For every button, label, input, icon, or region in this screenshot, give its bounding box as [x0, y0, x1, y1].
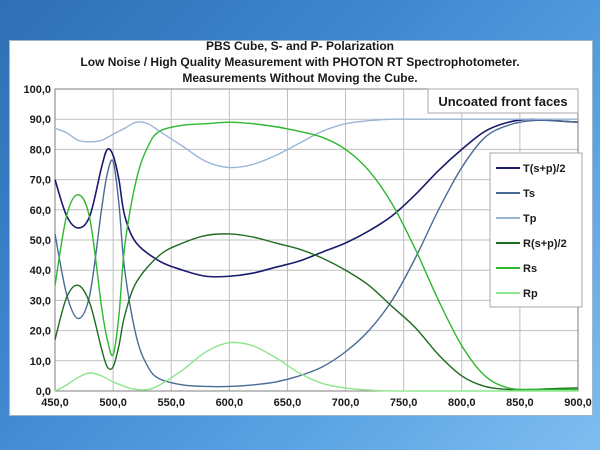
legend-box	[489, 152, 583, 308]
x-tick-label: 850,0	[506, 397, 534, 409]
series-line-tp	[54, 118, 578, 169]
x-tick-label: 650,0	[274, 397, 302, 409]
y-tick-label: 50,0	[30, 235, 51, 247]
chart-title-line-2: Low Noise / High Quality Measurement wit…	[80, 55, 519, 69]
annotation-box	[427, 88, 579, 114]
y-tick-label: 80,0	[30, 144, 51, 156]
legend-label-rp: Rp	[523, 288, 538, 300]
x-tick-label: 500,0	[99, 397, 127, 409]
x-tick-label: 800,0	[448, 397, 476, 409]
legend-label-rs: Rs	[523, 263, 537, 275]
y-tick-label: 0,0	[36, 386, 51, 398]
series-line-rp	[54, 341, 578, 392]
annotation-text: Uncoated front faces	[438, 94, 567, 109]
series-line-ts	[54, 119, 579, 388]
x-tick-label: 700,0	[332, 397, 360, 409]
chart-title-line-3: Measurements Without Moving the Cube.	[182, 71, 417, 85]
legend: T(s+p)/2 Ts Tp R(s+p)/2 Rs Rp	[496, 163, 567, 300]
y-tick-label: 10,0	[30, 356, 51, 368]
chart-title-line-1: PBS Cube, S- and P- Polarization	[206, 39, 394, 53]
x-tick-label: 900,0	[564, 397, 592, 409]
x-tick-label: 750,0	[390, 397, 418, 409]
series-line-t-s-p-2	[54, 118, 579, 278]
y-tick-label: 100,0	[23, 84, 51, 96]
series-line-r-s-p-2	[54, 233, 579, 391]
legend-label-ts: Ts	[523, 188, 535, 200]
x-tick-label: 600,0	[216, 397, 244, 409]
y-tick-label: 30,0	[30, 295, 51, 307]
legend-label-tp: Tp	[523, 213, 537, 225]
y-tick-label: 90,0	[30, 114, 51, 126]
x-tick-label: 550,0	[157, 397, 185, 409]
x-tick-label: 450,0	[41, 397, 69, 409]
series-line-rs	[54, 121, 578, 391]
series-layer	[54, 118, 579, 392]
y-tick-label: 40,0	[30, 265, 51, 277]
legend-label-r-s-p-2: R(s+p)/2	[523, 238, 567, 250]
y-tick-label: 20,0	[30, 326, 51, 338]
y-tick-label: 60,0	[30, 205, 51, 217]
legend-label-t-s-p-2: T(s+p)/2	[523, 163, 565, 175]
tick-layer: 0,0 10,0 20,0 30,0 40,0 50,0 60,0 70,0 80,0 90,0 1…	[23, 84, 591, 409]
y-tick-label: 70,0	[30, 175, 51, 187]
